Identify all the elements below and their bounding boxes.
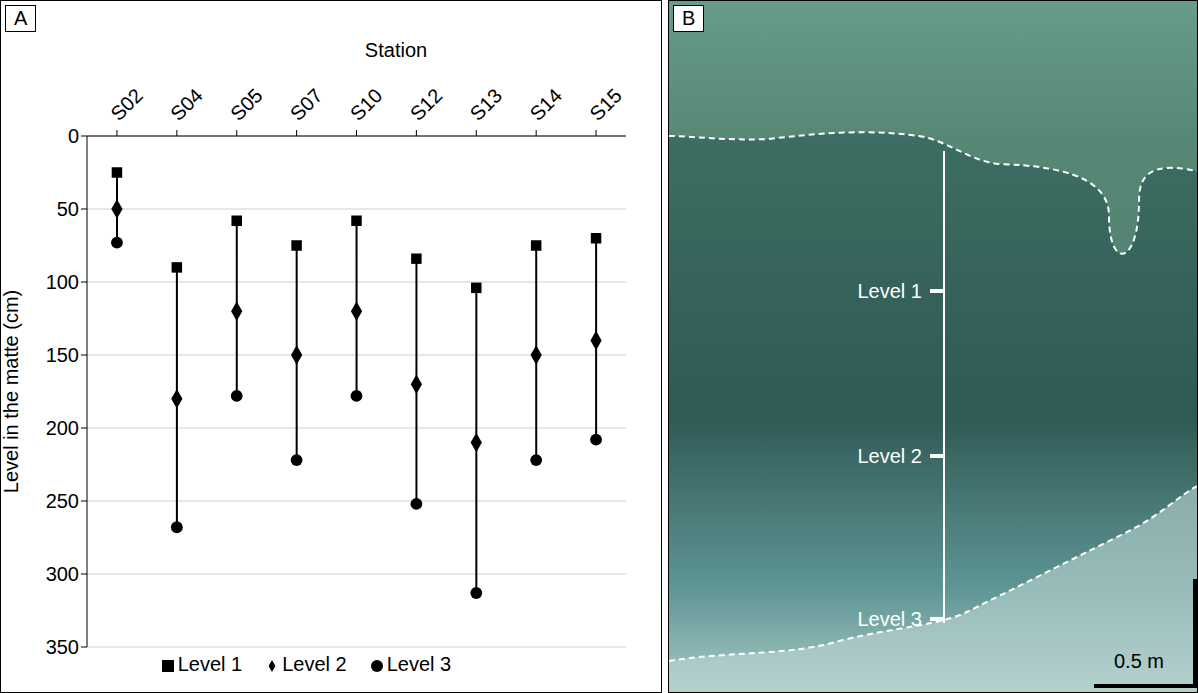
svg-text:200: 200: [46, 417, 79, 439]
svg-text:S05: S05: [226, 84, 267, 125]
svg-text:S04: S04: [166, 84, 207, 125]
svg-text:300: 300: [46, 563, 79, 585]
svg-text:150: 150: [46, 344, 79, 366]
svg-text:S14: S14: [525, 84, 566, 125]
svg-text:S12: S12: [406, 84, 447, 125]
html-text:Level 1: Level 1: [177, 653, 243, 675]
html-text:A: A: [14, 7, 28, 29]
svg-text:50: 50: [57, 198, 79, 220]
svg-text:250: 250: [46, 490, 79, 512]
svg-text:350: 350: [46, 636, 79, 658]
svg-text:0: 0: [68, 125, 79, 147]
svg-text:100: 100: [46, 271, 79, 293]
html-text:B: B: [682, 7, 696, 29]
svg-text:0.5 m: 0.5 m: [1114, 650, 1164, 672]
svg-text:Level 1: Level 1: [858, 280, 923, 302]
svg-text:Level 2: Level 2: [858, 445, 923, 467]
html-text:Level 3: Level 3: [386, 653, 452, 675]
svg-text:S15: S15: [585, 84, 626, 125]
svg-text:Level 3: Level 3: [858, 608, 923, 630]
html-text:Station: Station: [364, 39, 428, 61]
svg-text:S07: S07: [286, 84, 327, 125]
html-text:Level 2: Level 2: [282, 653, 347, 675]
svg-text:Level in the matte (cm): Level in the matte (cm): [1, 290, 22, 493]
svg-text:S10: S10: [346, 84, 387, 125]
svg-text:S02: S02: [106, 84, 147, 125]
svg-text:S13: S13: [466, 84, 507, 125]
